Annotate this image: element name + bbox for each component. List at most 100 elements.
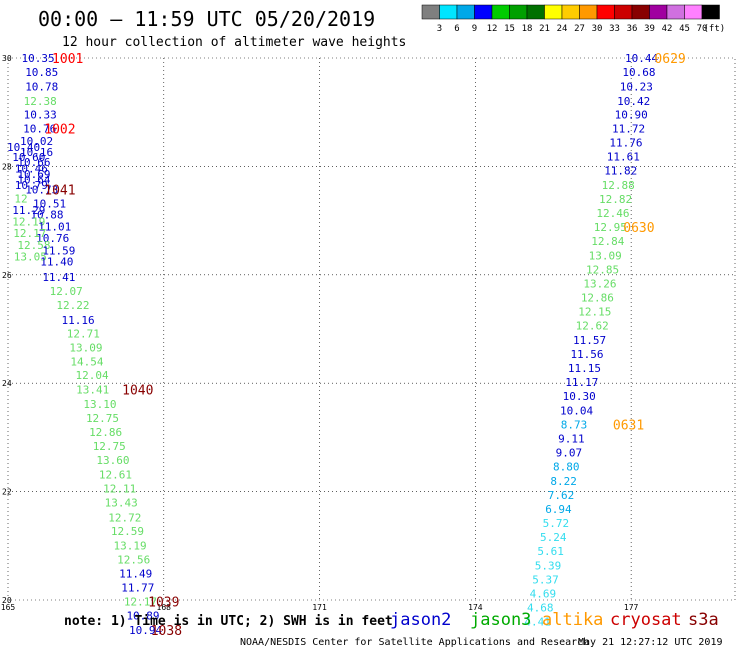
wave-height-label: 12.07 xyxy=(50,285,83,298)
footer-timestamp: May 21 12:27:12 UTC 2019 xyxy=(578,637,723,648)
wave-height-label: 13.09 xyxy=(589,249,622,262)
wave-height-label: 10.04 xyxy=(560,404,593,417)
wave-height-label: 11.59 xyxy=(42,244,75,257)
y-tick-label: 24 xyxy=(2,379,12,388)
wave-height-label: 13.19 xyxy=(113,539,146,552)
wave-height-label: 13.43 xyxy=(105,496,138,509)
wave-height-label: 10.94 xyxy=(129,624,162,637)
scale-tick-label: 6 xyxy=(454,24,459,34)
wave-height-label: 10.64 xyxy=(17,173,50,186)
scale-swatch xyxy=(561,4,580,20)
wave-height-label: 12.15 xyxy=(578,306,611,319)
wave-height-label: 12.19 xyxy=(12,216,45,229)
chart-title: 00:00 – 11:59 UTC 05/20/2019 xyxy=(38,7,375,31)
pass-time-label: 1002 xyxy=(44,122,75,137)
wave-height-label: 13.10 xyxy=(83,398,116,411)
wave-height-label: 13.09 xyxy=(69,341,102,354)
scale-tick-label: 12 xyxy=(487,24,498,34)
wave-height-label: 11.76 xyxy=(609,137,642,150)
wave-height-label: 10.16 xyxy=(20,146,53,159)
wave-height-label: 12.88 xyxy=(602,179,635,192)
y-tick-label: 22 xyxy=(2,488,12,497)
y-tick-label: 26 xyxy=(2,271,12,280)
wave-height-label: 11.49 xyxy=(119,567,152,580)
scale-swatch xyxy=(509,4,528,20)
scale-tick-label: 39 xyxy=(644,24,655,34)
wave-height-label: 6.94 xyxy=(545,503,572,516)
wave-height-label: 11.57 xyxy=(573,334,606,347)
wave-height-label: 10.85 xyxy=(25,66,58,79)
wave-height-label: 11.61 xyxy=(607,151,640,164)
wave-height-label: 10.73 xyxy=(25,184,58,197)
scale-swatch xyxy=(614,4,633,20)
wave-height-label: 11.77 xyxy=(121,582,154,595)
scale-swatch xyxy=(491,4,510,20)
wave-height-label: 12.59 xyxy=(111,525,144,538)
wave-height-label: 12.11 xyxy=(103,482,136,495)
wave-height-label: 12.56 xyxy=(117,553,150,566)
wave-height-label: 10.90 xyxy=(615,108,648,121)
wave-height-label: 11.01 xyxy=(38,221,71,234)
scale-tick-label: 36 xyxy=(627,24,638,34)
scale-swatch xyxy=(526,4,545,20)
wave-height-label: 12.75 xyxy=(93,440,126,453)
scale-swatch xyxy=(596,4,615,20)
footer-note: note: 1) Time is in UTC; 2) SWH is in fe… xyxy=(64,614,393,629)
wave-height-label: 10.88 xyxy=(30,209,63,222)
wave-height-label: 10.23 xyxy=(620,81,653,94)
pass-time-labels: 1001 1002 1041 1040 1039 1038 0629 0630 0631 xyxy=(44,52,685,639)
wave-height-label: 13.05 xyxy=(14,250,47,263)
wave-height-label: 5.24 xyxy=(540,531,567,544)
wave-height-label: 8.22 xyxy=(550,475,577,488)
scale-swatch xyxy=(544,4,563,20)
y-tick-label: 20 xyxy=(2,596,12,605)
wave-height-label: 11.72 xyxy=(612,122,645,135)
y-tick-label: 30 xyxy=(2,54,12,63)
pass-time-label: 0630 xyxy=(623,221,654,236)
scale-tick-label: 45 xyxy=(679,24,690,34)
wave-height-label: 12.71 xyxy=(67,327,100,340)
x-tick-label: 177 xyxy=(624,603,639,612)
satellite-name-altika: altika xyxy=(542,610,603,630)
wave-height-label: 12.72 xyxy=(108,512,141,525)
wave-height-label: 10.44 xyxy=(625,52,658,65)
wave-height-label: 8.73 xyxy=(561,418,588,431)
pass-time-label: 1040 xyxy=(122,384,153,399)
plot-frame xyxy=(7,57,736,601)
wave-height-label: 11.40 xyxy=(40,255,73,268)
wave-height-label: 12.95 xyxy=(594,221,627,234)
wave-height-label: 12.38 xyxy=(24,95,57,108)
scale-swatch xyxy=(701,4,720,20)
wave-height-label: 12.17 xyxy=(13,227,46,240)
y-tick-label: 28 xyxy=(2,162,12,171)
scale-swatch xyxy=(456,4,475,20)
wave-height-label: 10.51 xyxy=(33,197,66,210)
wave-height-label: 10.68 xyxy=(622,66,655,79)
satellite-name-cryosat: cryosat xyxy=(610,610,682,630)
satellite-name-jason2: jason2 xyxy=(390,610,451,630)
scale-tick-label: 9 xyxy=(472,24,477,34)
wave-height-label: 11.16 xyxy=(62,314,95,327)
pass-time-label: 0631 xyxy=(613,418,644,433)
wave-height-label: 5.37 xyxy=(532,573,559,586)
scale-tick-label: 18 xyxy=(522,24,533,34)
scale-tick-label: 24 xyxy=(557,24,568,34)
scale-swatch xyxy=(666,4,685,20)
color-scale-legend: 3 6 9 12 15 18 21 24 27 30 33 36 39 42 45 70(ft) xyxy=(421,4,725,34)
wave-height-label: 11.41 xyxy=(42,271,75,284)
wave-height-label: 4.69 xyxy=(530,587,557,600)
scale-swatch xyxy=(579,4,598,20)
wave-height-label: 4.41 xyxy=(524,616,551,629)
wave-height-label: 11.82 xyxy=(604,165,637,178)
wave-height-label: 5.72 xyxy=(543,517,570,530)
wave-height-label: 12.62 xyxy=(576,320,609,333)
wave-height-label: 10.69 xyxy=(17,168,50,181)
wave-height-label: 12.61 xyxy=(99,468,132,481)
wave-height-label: 4.68 xyxy=(527,602,554,615)
wave-height-label: 10.40 xyxy=(7,141,40,154)
wave-height-label: 12.46 xyxy=(596,207,629,220)
scale-tick-label: 3 xyxy=(437,24,442,34)
scale-tick-label: 30 xyxy=(592,24,603,34)
x-tick-label: 165 xyxy=(1,603,16,612)
